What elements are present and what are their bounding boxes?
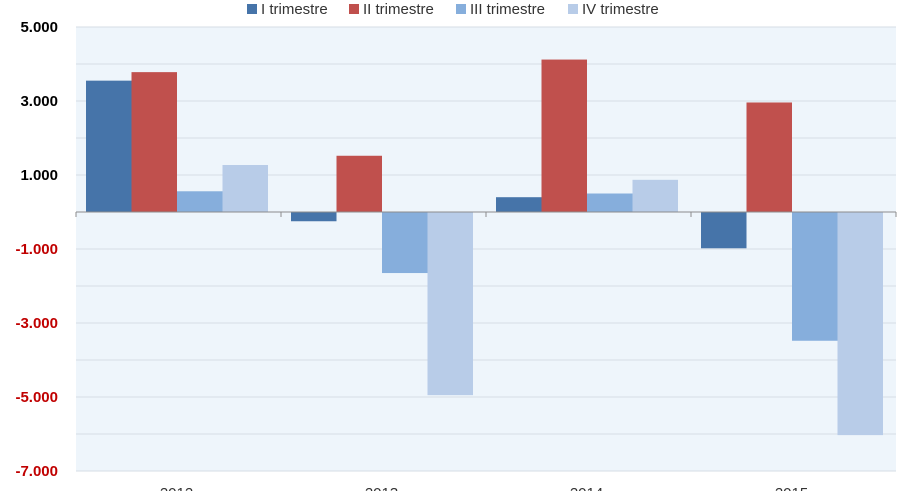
bar <box>541 59 587 213</box>
legend-swatch <box>349 4 359 14</box>
legend-label: II trimestre <box>363 1 434 18</box>
x-axis-separators <box>75 212 897 217</box>
y-tick-label: -1.000 <box>15 241 58 258</box>
gridlines <box>76 26 896 472</box>
y-tick-label: 3.000 <box>20 93 58 110</box>
bar <box>587 193 633 212</box>
x-tick-label: 2012 <box>160 485 193 491</box>
bar <box>746 102 792 212</box>
bars <box>86 59 883 436</box>
bar <box>131 72 177 212</box>
y-tick-label: 1.000 <box>20 167 58 184</box>
bar <box>632 179 678 212</box>
bar <box>837 212 883 436</box>
bar <box>336 155 382 212</box>
y-tick-label: 5.000 <box>20 19 58 36</box>
legend-label: III trimestre <box>470 1 545 18</box>
x-axis-labels: 2012 2013 2014 2015 <box>160 485 808 491</box>
legend-swatch <box>456 4 466 14</box>
bar <box>222 165 268 212</box>
bar <box>427 212 473 396</box>
bar <box>382 212 428 274</box>
x-tick-label: 2015 <box>775 485 808 491</box>
x-tick-label: 2013 <box>365 485 398 491</box>
x-tick-label: 2014 <box>570 485 603 491</box>
y-tick-label: -7.000 <box>15 463 58 480</box>
legend-swatch <box>247 4 257 14</box>
legend: I trimestre II trimestre III trimestre IV t… <box>247 1 659 18</box>
y-tick-label: -5.000 <box>15 389 58 406</box>
bar <box>496 197 542 212</box>
bar <box>701 212 747 249</box>
bar <box>86 80 132 213</box>
y-tick-label: -3.000 <box>15 315 58 332</box>
legend-label: IV trimestre <box>582 1 659 18</box>
bar <box>291 212 337 222</box>
bar <box>792 212 838 341</box>
bar <box>177 191 223 212</box>
legend-label: I trimestre <box>261 1 328 18</box>
y-axis-labels: 5.000 3.000 1.000 -1.000 -3.000 -5.000 -7.000 <box>15 19 58 480</box>
legend-swatch <box>568 4 578 14</box>
